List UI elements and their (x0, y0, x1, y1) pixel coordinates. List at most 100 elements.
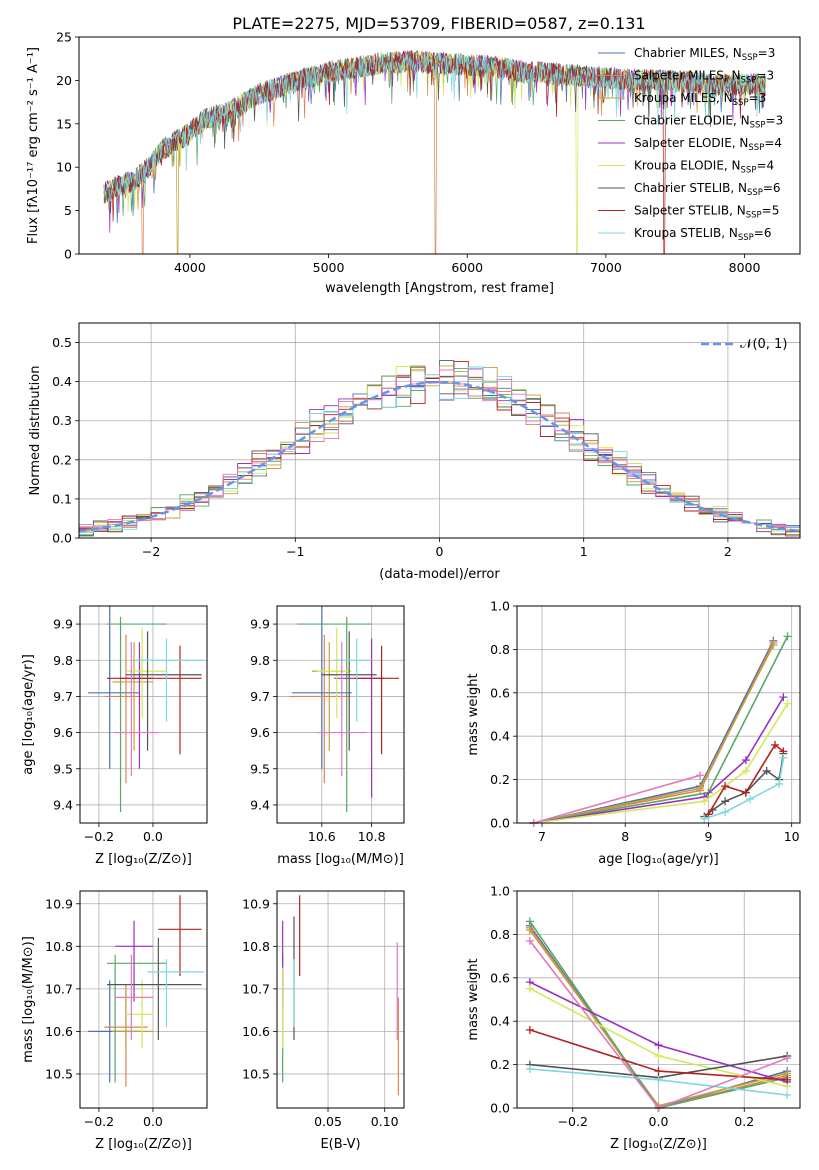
x-tick-label: 0.2 (734, 1114, 754, 1129)
y-tick-label: 10.8 (242, 939, 270, 954)
y-tick-label: 9.9 (250, 617, 270, 632)
x-axis-label: Z [log₁₀(Z/Z⊙)] (95, 1137, 192, 1152)
axes-frame (276, 890, 405, 1109)
y-tick-label: 0.3 (52, 413, 72, 428)
data-point (783, 632, 792, 641)
series-line (529, 940, 788, 1108)
y-tick-label: 0.6 (490, 685, 510, 700)
data-point (525, 936, 534, 945)
y-tick-label: 10.9 (45, 896, 73, 911)
data-point (783, 699, 792, 708)
x-tick-label: 10.8 (358, 829, 386, 844)
y-tick-label: 10.7 (242, 981, 270, 996)
x-tick-label: 0.0 (143, 829, 163, 844)
y-tick-label: 9.6 (250, 725, 270, 740)
y-tick-label: 0.4 (490, 1014, 510, 1029)
x-axis-label: (data-model)/error (379, 567, 500, 582)
y-tick-label: 9.4 (250, 797, 270, 812)
data-point (771, 740, 780, 749)
y-tick-label: 10.9 (242, 896, 270, 911)
age_vs_Z-panel: −0.2 0.0 9.4 9.5 9.6 9.7 9.8 9.9 Z [log₁₀(Z/Z⊙)]… (21, 605, 208, 867)
data-point (700, 814, 709, 823)
data-point (654, 1067, 663, 1076)
x-axis-label: wavelength [Angstrom, rest frame] (325, 281, 554, 296)
y-tick-label: 0.4 (52, 374, 72, 389)
data-point (783, 1054, 792, 1063)
y-tick-label: 0.4 (490, 729, 510, 744)
x-tick-label: −0.2 (84, 1114, 114, 1129)
x-tick-label: 0.05 (314, 1114, 342, 1129)
data-point (696, 771, 705, 780)
y-tick-label: 0.2 (52, 452, 72, 467)
axes-frame (78, 36, 801, 255)
x-tick-label: 0.0 (143, 1114, 163, 1129)
x-axis-label: mass [log₁₀(M/M⊙)] (277, 852, 404, 867)
x-tick-label: 6000 (451, 260, 483, 275)
data-point (762, 766, 771, 775)
axes-frame (78, 322, 801, 539)
data-point (654, 1051, 663, 1060)
y-tick-label: 10 (56, 160, 72, 175)
data-point (769, 641, 778, 650)
data-point (525, 917, 534, 926)
y-tick-label: 0.8 (490, 927, 510, 942)
legend-entry: Salpeter STELIB, NSSP=5 (634, 204, 779, 221)
data-point (654, 1041, 663, 1050)
x-tick-label: 4000 (174, 260, 206, 275)
x-tick-label: 8 (621, 829, 629, 844)
axes-frame (79, 605, 208, 824)
series-line (533, 703, 789, 823)
data-point (741, 766, 750, 775)
mass_vs_Z-panel: −0.2 0.0 10.5 10.6 10.7 10.8 10.9 Z [log₁₀(Z/Z⊙… (21, 890, 208, 1152)
x-tick-label: 10.6 (308, 829, 336, 844)
data-point (783, 1090, 792, 1099)
spectrum-panel: 4000 5000 6000 7000 8000 0 5 10 15 20 25 wavelength… (26, 30, 801, 296)
data-point (783, 1075, 792, 1084)
data-point (721, 797, 730, 806)
data-point (525, 984, 534, 993)
mw_vs_Z-panel: −0.2 0.0 0.2 0.0 0.2 0.4 0.6 0.8 1.0 Z [log₁₀(Z/Z… (466, 884, 801, 1152)
figure-title: PLATE=2275, MJD=53709, FIBERID=0587, z=0… (232, 14, 645, 33)
data-point (741, 788, 750, 797)
legend-entry: Kroupa ELODIE, NSSP=4 (634, 159, 774, 176)
x-tick-label: −1 (286, 544, 304, 559)
y-tick-label: 9.6 (53, 725, 73, 740)
data-point (721, 808, 730, 817)
axes-frame (516, 890, 801, 1109)
y-axis-label: Normed distribution (28, 366, 43, 496)
y-axis-label: mass weight (466, 673, 481, 755)
x-tick-label: 7000 (590, 260, 622, 275)
legend-entry: Chabrier STELIB, NSSP=6 (634, 181, 781, 198)
y-tick-label: 9.7 (250, 689, 270, 704)
spectrum-legend: Chabrier MILES, NSSP=3 Salpeter MILES, NS… (598, 46, 783, 243)
legend-entry: Chabrier ELODIE, NSSP=3 (634, 114, 783, 131)
y-tick-label: 10.5 (45, 1066, 73, 1081)
y-tick-label: 10.8 (45, 939, 73, 954)
data-point (700, 797, 709, 806)
y-tick-label: 0.5 (52, 335, 72, 350)
x-tick-label: 9 (704, 829, 712, 844)
data-point (525, 1025, 534, 1034)
data-point (779, 753, 788, 762)
y-tick-label: 1.0 (490, 884, 510, 899)
histogram-step (79, 366, 800, 533)
x-axis-label: Z [log₁₀(Z/Z⊙)] (610, 1137, 707, 1152)
data-point (525, 1064, 534, 1073)
y-tick-label: 0.0 (52, 531, 72, 546)
series-line (703, 753, 785, 818)
mass_vs_ebv-panel: 0.05 0.10 10.5 10.6 10.7 10.8 10.9 E(B-V) (242, 890, 405, 1152)
x-tick-label: −2 (142, 544, 160, 559)
data-point (525, 926, 534, 935)
histogram-legend: 𝒩(0, 1) (701, 337, 787, 352)
x-tick-label: 7 (538, 829, 546, 844)
y-tick-label: 9.8 (250, 653, 270, 668)
y-tick-label: 15 (56, 116, 72, 131)
series-line (529, 920, 788, 1108)
x-tick-label: −0.2 (84, 829, 114, 844)
mw_vs_age-panel: 7 8 9 10 0.0 0.2 0.4 0.6 0.8 1.0 age [log₁₀(age/yr… (466, 599, 801, 867)
y-tick-label: 9.7 (53, 689, 73, 704)
axes-frame (276, 605, 405, 824)
y-tick-label: 9.5 (53, 761, 73, 776)
legend-entry: Salpeter ELODIE, NSSP=4 (634, 136, 782, 153)
y-tick-label: 0.6 (490, 970, 510, 985)
